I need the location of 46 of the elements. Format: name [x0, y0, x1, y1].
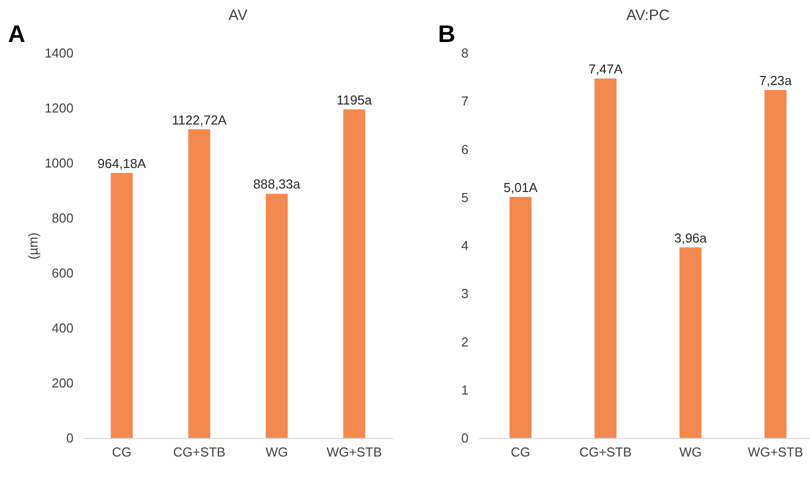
- x-tick-label: WG: [266, 444, 288, 460]
- y-tick-label: 800: [52, 210, 74, 226]
- bar: [680, 247, 702, 438]
- bar: [343, 109, 366, 438]
- y-tick-label: 8: [461, 46, 468, 60]
- y-tick-label: 1000: [44, 156, 74, 170]
- data-label: 3,96a: [674, 230, 708, 246]
- bar: [510, 196, 532, 438]
- y-tick-label: 5: [461, 190, 468, 205]
- y-tick-label: 3: [461, 286, 468, 302]
- y-tick-label: 400: [52, 320, 74, 336]
- bar: [266, 194, 288, 438]
- data-label: 964,18A: [98, 156, 146, 171]
- text: A: [8, 21, 26, 48]
- y-tick-label: 0: [461, 430, 468, 446]
- x-tick-label: WG+STB: [326, 444, 382, 460]
- y-tick-label: 4: [461, 238, 468, 253]
- y-tick-label: 2: [461, 334, 468, 350]
- data-label: 7,23a: [759, 73, 793, 88]
- data-label: 888,33a: [253, 176, 302, 192]
- data-label: 7,47A: [588, 62, 623, 77]
- x-tick-label: CG+STB: [173, 444, 226, 460]
- y-tick-label: 1: [461, 382, 468, 398]
- y-axis-title: (µm): [26, 232, 41, 260]
- chart-title: AV:PC: [626, 7, 670, 24]
- y-tick-label: 200: [52, 376, 74, 390]
- y-tick-label: 0: [66, 430, 74, 446]
- bar: [188, 129, 210, 438]
- chart-title: AV: [228, 7, 248, 24]
- x-tick-label: CG: [112, 444, 132, 460]
- data-label: 1122,72A: [172, 112, 227, 128]
- x-tick-label: WG+STB: [748, 444, 804, 460]
- y-tick-label: 1400: [44, 46, 74, 60]
- bar: [764, 90, 786, 438]
- data-label: 5,01A: [504, 180, 538, 195]
- bar: [594, 78, 616, 438]
- y-tick-label: 7: [461, 94, 468, 109]
- x-tick-label: CG+STB: [579, 444, 632, 460]
- x-tick-label: WG: [679, 444, 702, 460]
- y-tick-label: 6: [461, 142, 468, 157]
- text: B: [438, 21, 456, 48]
- data-label: 1195a: [336, 92, 373, 108]
- y-tick-label: 1200: [44, 100, 74, 116]
- x-tick-label: CG: [510, 444, 530, 460]
- y-tick-label: 600: [52, 266, 74, 280]
- bar: [110, 172, 133, 438]
